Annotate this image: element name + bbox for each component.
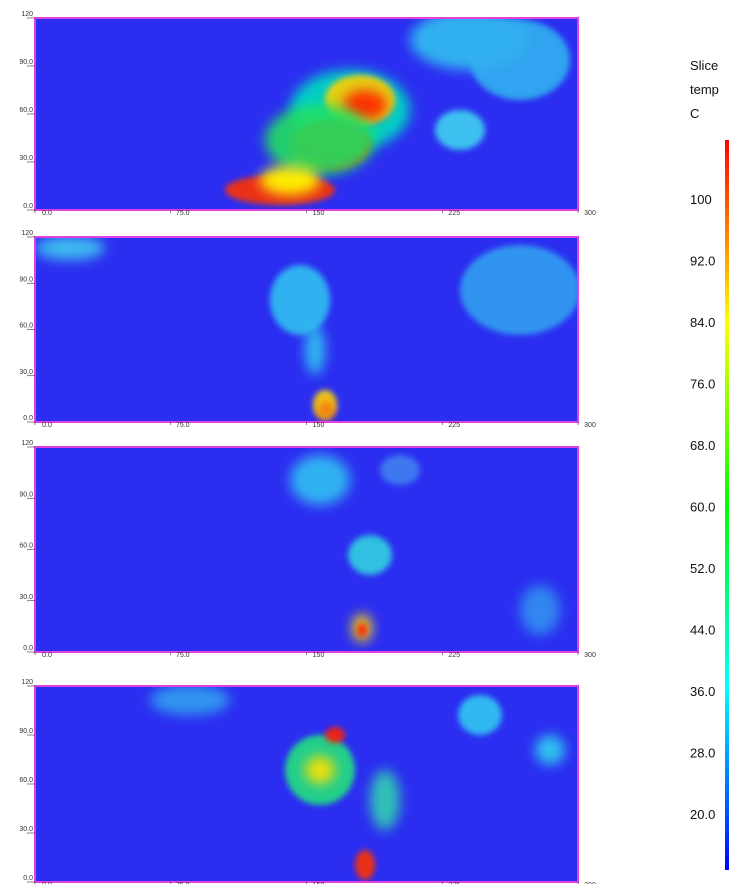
y-tick-label: 60.0 [19, 323, 33, 330]
legend-title: temp [690, 82, 719, 97]
x-tick-label: 300 [584, 422, 596, 429]
legend-label: 76.0 [690, 377, 715, 392]
x-tick-label: 0.0 [42, 882, 52, 884]
x-tick-label: 300 [584, 882, 596, 884]
panel: 0.0 30.0 60.0 90.0 120 0.0 75.0 150 225 300 [19, 440, 596, 659]
legend-label: 84.0 [690, 315, 715, 330]
temperature-blob [380, 455, 420, 485]
y-tick-label: 90.0 [19, 276, 33, 283]
flow-field [290, 455, 560, 642]
legend-label: 44.0 [690, 623, 715, 638]
temperature-blob [355, 850, 375, 880]
flow-field [150, 686, 565, 880]
y-tick-label: 90.0 [19, 491, 33, 498]
y-tick-label: 30.0 [19, 155, 33, 162]
y-tick-label: 0.0 [23, 203, 33, 210]
x-tick-label: 225 [448, 422, 460, 429]
x-tick-label: 150 [313, 210, 325, 217]
temperature-blob [470, 20, 570, 100]
temperature-blob [305, 325, 325, 375]
colorbar [725, 140, 729, 870]
y-tick-label: 120 [21, 11, 33, 18]
legend-label: 20.0 [690, 807, 715, 822]
panel: 0.0 30.0 60.0 90.0 120 0.0 75.0 150 225 300 [19, 679, 596, 884]
x-tick-label: 150 [313, 652, 325, 659]
legend-label: 68.0 [690, 438, 715, 453]
temperature-blob [290, 455, 350, 505]
temperature-blob [320, 402, 332, 418]
x-tick-label: 75.0 [176, 652, 190, 659]
legend-label: 36.0 [690, 684, 715, 699]
x-tick-label: 225 [448, 210, 460, 217]
y-tick-label: 0.0 [23, 415, 33, 422]
x-tick-label: 0.0 [42, 422, 52, 429]
x-tick-label: 75.0 [176, 882, 190, 884]
y-tick-label: 60.0 [19, 543, 33, 550]
legend-title: Slice [690, 58, 718, 73]
y-tick-label: 120 [21, 679, 33, 686]
temperature-blob [458, 695, 502, 735]
x-tick-label: 75.0 [176, 210, 190, 217]
legend-title: C [690, 106, 699, 121]
x-tick-label: 225 [448, 882, 460, 884]
y-tick-label: 120 [21, 440, 33, 447]
panel: 0.0 30.0 60.0 90.0 120 0.0 75.0 150 225 300 [19, 11, 596, 217]
y-tick-label: 30.0 [19, 369, 33, 376]
temperature-blob [520, 585, 560, 635]
legend-label: 28.0 [690, 746, 715, 761]
temperature-blob [305, 756, 335, 784]
legend-label: 52.0 [690, 561, 715, 576]
legend-label: 92.0 [690, 254, 715, 269]
temperature-blob [260, 165, 320, 195]
legend-label: 100 [690, 192, 712, 207]
x-tick-label: 0.0 [42, 652, 52, 659]
temperature-blob [325, 727, 345, 743]
panel: 0.0 30.0 60.0 90.0 120 0.0 75.0 150 225 300 [19, 230, 596, 429]
x-tick-label: 0.0 [42, 210, 52, 217]
temperature-blob [370, 770, 400, 830]
temperature-blob [535, 735, 565, 765]
x-tick-label: 300 [584, 652, 596, 659]
y-tick-label: 0.0 [23, 645, 33, 652]
temperature-blob [150, 686, 230, 715]
x-tick-label: 225 [448, 652, 460, 659]
y-tick-label: 60.0 [19, 777, 33, 784]
temperature-blob [270, 265, 330, 335]
y-tick-label: 120 [21, 230, 33, 237]
y-tick-label: 0.0 [23, 875, 33, 882]
y-tick-label: 30.0 [19, 826, 33, 833]
y-tick-label: 60.0 [19, 107, 33, 114]
temperature-blob [460, 245, 578, 335]
temperature-blob [265, 105, 375, 175]
flow-field [35, 237, 578, 420]
temperature-blob [35, 237, 105, 260]
legend-label: 60.0 [690, 500, 715, 515]
temperature-blob [357, 623, 367, 637]
x-tick-label: 150 [313, 882, 325, 884]
temperature-blob [348, 535, 392, 575]
x-tick-label: 150 [313, 422, 325, 429]
y-tick-label: 90.0 [19, 728, 33, 735]
temperature-blob [435, 110, 485, 150]
x-tick-label: 75.0 [176, 422, 190, 429]
flow-field [225, 18, 570, 205]
x-tick-label: 300 [584, 210, 596, 217]
y-tick-label: 90.0 [19, 59, 33, 66]
y-tick-label: 30.0 [19, 594, 33, 601]
